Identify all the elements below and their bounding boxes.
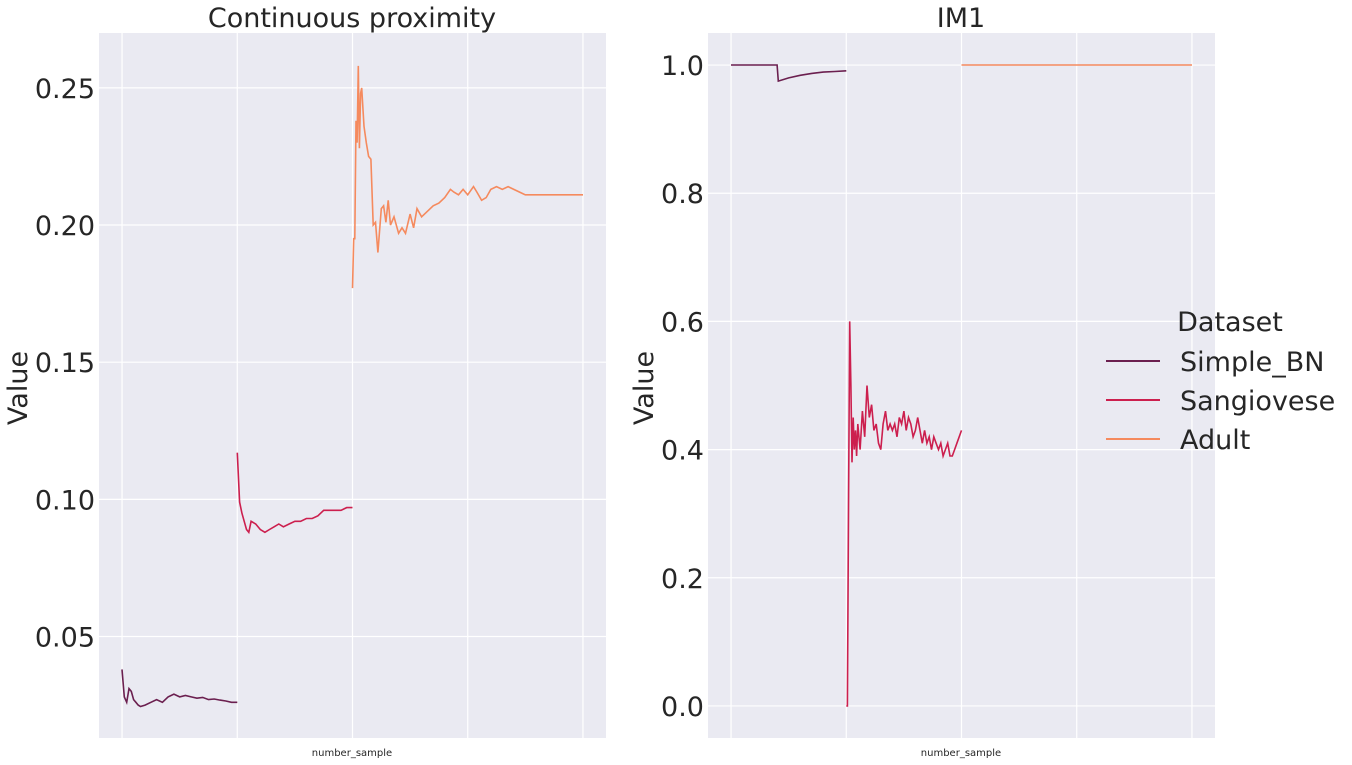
series-line-simple-bn <box>731 64 847 83</box>
legend: Dataset Simple_BN Sangiovese Adult <box>1106 307 1335 456</box>
y-axis-label-right: Value <box>629 351 660 425</box>
y-tick-labels-left: 0.05 0.10 0.15 0.20 0.25 <box>35 74 95 654</box>
gridlines-left <box>99 33 606 738</box>
y-tick-label: 0.8 <box>661 179 704 210</box>
y-tick-label: 0.10 <box>35 485 95 516</box>
legend-label: Adult <box>1180 425 1250 456</box>
y-tick-label: 0.05 <box>35 623 95 654</box>
chart-continuous-proximity: 0.05 0.10 0.15 0.20 0.25 Continuous proximit… <box>3 3 606 759</box>
chart-title-left: Continuous proximity <box>208 3 496 34</box>
chart-title-right: IM1 <box>937 3 985 34</box>
legend-label: Simple_BN <box>1180 347 1324 378</box>
legend-label: Sangiovese <box>1180 386 1335 417</box>
x-axis-label-left: number_sample <box>312 748 392 759</box>
series-line-sangiovese <box>846 321 963 707</box>
y-tick-label: 0.0 <box>661 692 704 723</box>
y-tick-label: 0.4 <box>661 436 704 467</box>
series-line-sangiovese <box>236 452 353 535</box>
series-lines-left <box>121 65 583 708</box>
y-tick-label: 0.6 <box>661 307 704 338</box>
y-tick-label: 1.0 <box>661 51 704 82</box>
y-tick-label: 0.20 <box>35 211 95 242</box>
y-tick-label: 0.25 <box>35 74 95 105</box>
legend-title: Dataset <box>1177 307 1283 338</box>
y-tick-label: 0.2 <box>661 564 704 595</box>
series-line-adult <box>351 65 583 289</box>
chart-im1: 0.0 0.2 0.4 0.6 0.8 1.0 IM1 Value number_samp… <box>629 3 1215 759</box>
series-line-simple-bn <box>121 669 238 708</box>
y-tick-label: 0.15 <box>35 348 95 379</box>
x-axis-label-right: number_sample <box>921 748 1001 759</box>
y-axis-label-left: Value <box>3 351 34 425</box>
series-lines-right <box>731 64 1192 707</box>
legend-items: Simple_BN Sangiovese Adult <box>1106 347 1335 456</box>
y-tick-labels-right: 0.0 0.2 0.4 0.6 0.8 1.0 <box>661 51 704 723</box>
